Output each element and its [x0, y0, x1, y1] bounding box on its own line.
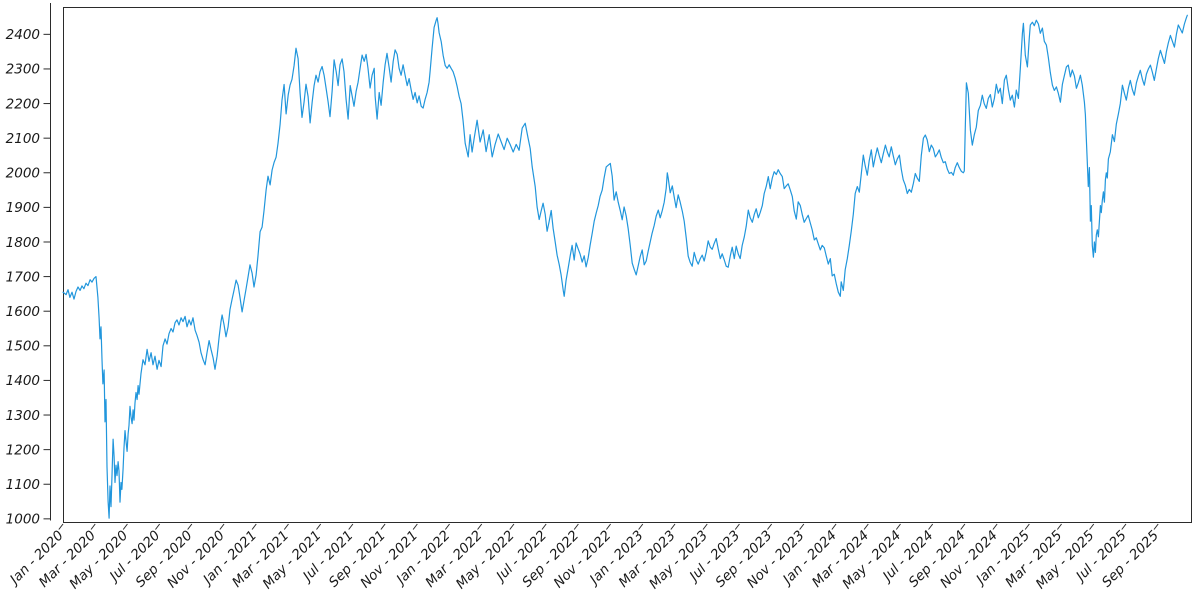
y-tick-label: 1000 [6, 512, 40, 528]
x-tick-mark [380, 523, 386, 530]
x-tick-mark [573, 523, 579, 530]
y-tick-label: 1100 [6, 477, 40, 493]
y-tick-label: 1600 [6, 304, 40, 320]
y-tick-label: 1400 [6, 373, 40, 389]
x-tick-mark [992, 523, 998, 530]
x-tick-mark [316, 523, 322, 530]
y-tick-label: 2000 [6, 166, 40, 182]
x-tick-mark [895, 523, 901, 530]
x-tick-mark [1024, 523, 1030, 530]
x-tick-mark [477, 523, 483, 530]
x-tick-mark [1121, 523, 1127, 530]
x-tick-mark [767, 523, 773, 530]
x-tick-mark [863, 523, 869, 530]
x-tick-mark [541, 523, 547, 530]
y-axis: 1000 1100 1200 1300 1400 1500 1600 1700 1800 1900… [6, 3, 51, 528]
x-tick-mark [58, 523, 64, 530]
y-tick-label: 1200 [6, 442, 40, 458]
x-tick-mark [928, 523, 934, 530]
y-tick-label: 2100 [6, 131, 40, 147]
x-tick-mark [605, 523, 611, 530]
x-tick-mark [412, 523, 418, 530]
y-tick-label: 1300 [6, 408, 40, 424]
x-tick-mark [444, 523, 450, 530]
x-tick-mark [122, 523, 128, 530]
x-tick-mark [187, 523, 193, 530]
data-line [62, 14, 1188, 519]
x-tick-mark [251, 523, 257, 530]
x-tick-mark [1089, 523, 1095, 530]
x-tick-mark [1153, 523, 1159, 530]
x-tick-mark [155, 523, 161, 530]
y-tick-label: 2300 [6, 62, 40, 78]
x-tick-mark [219, 523, 225, 530]
x-tick-mark [702, 523, 708, 530]
x-tick-mark [799, 523, 805, 530]
x-tick-mark [831, 523, 837, 530]
y-tick-label: 1900 [6, 200, 40, 216]
plot-border [63, 7, 1192, 523]
y-tick-label: 1700 [6, 269, 40, 285]
x-tick-mark [670, 523, 676, 530]
y-tick-label: 1500 [6, 339, 40, 355]
x-tick-mark [509, 523, 515, 530]
x-tick-mark [960, 523, 966, 530]
y-tick-label: 2200 [6, 96, 40, 112]
x-tick-mark [90, 523, 96, 530]
y-tick-label: 2400 [6, 27, 40, 43]
y-tick-label: 1800 [6, 235, 40, 251]
x-tick-mark [1056, 523, 1062, 530]
x-tick-mark [348, 523, 354, 530]
x-tick-mark [734, 523, 740, 530]
x-tick-mark [283, 523, 289, 530]
x-tick-mark [638, 523, 644, 530]
